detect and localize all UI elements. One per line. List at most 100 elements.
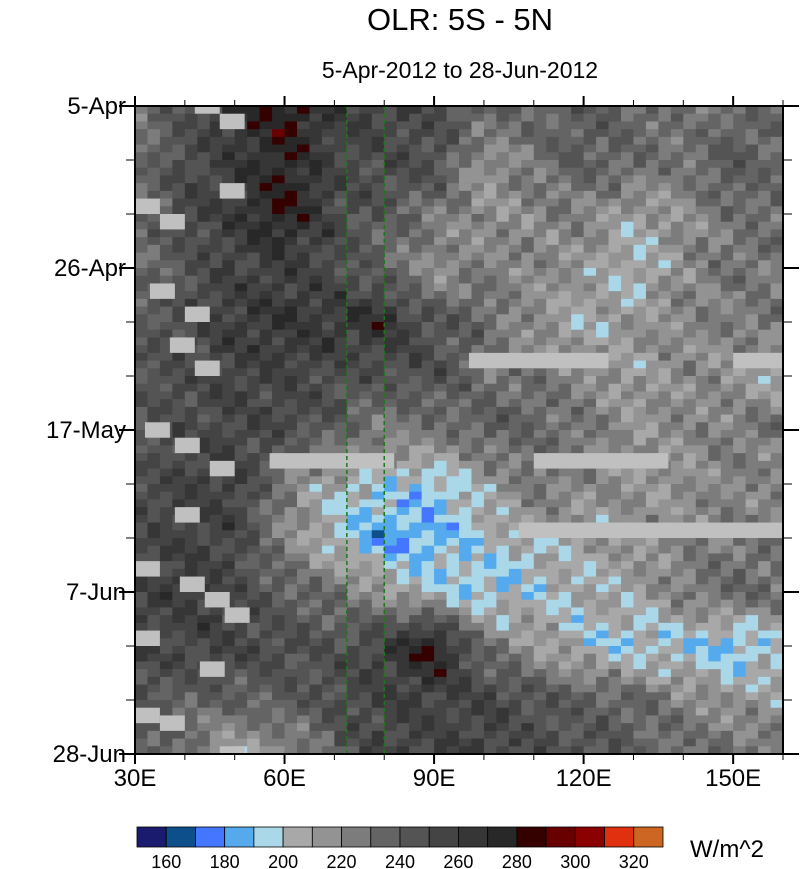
- heatmap-cell: [608, 129, 622, 138]
- heatmap-cell: [396, 599, 410, 609]
- heatmap-cell: [496, 638, 510, 647]
- heatmap-cell: [259, 268, 273, 277]
- heatmap-cell: [321, 476, 335, 485]
- missing-data-block: [159, 214, 185, 230]
- heatmap-cell: [571, 646, 585, 655]
- heatmap-cell: [745, 406, 759, 416]
- heatmap-cell: [670, 383, 684, 393]
- heatmap-cell: [297, 746, 311, 755]
- heatmap-cell: [508, 291, 522, 300]
- heatmap-cell: [508, 468, 522, 477]
- heatmap-cell: [446, 152, 460, 161]
- heatmap-cell: [533, 584, 547, 593]
- heatmap-cell: [321, 337, 335, 346]
- heatmap-cell: [135, 345, 149, 354]
- heatmap-cell: [720, 129, 734, 138]
- heatmap-cell: [758, 237, 772, 246]
- heatmap-cell: [346, 268, 360, 277]
- heatmap-cell: [508, 298, 522, 308]
- heatmap-cell: [309, 252, 323, 261]
- heatmap-cell: [409, 599, 423, 609]
- colorbar-label: 280: [502, 852, 532, 869]
- heatmap-cell: [197, 337, 211, 346]
- heatmap-cell: [321, 352, 335, 362]
- heatmap-cell: [409, 561, 423, 570]
- heatmap-cell: [135, 221, 149, 231]
- heatmap-cell: [409, 445, 423, 454]
- heatmap-cell: [421, 584, 435, 593]
- heatmap-cell: [446, 545, 460, 555]
- heatmap-cell: [222, 484, 236, 493]
- heatmap-cell: [346, 653, 360, 663]
- heatmap-cell: [384, 376, 398, 385]
- heatmap-cell: [496, 129, 510, 138]
- heatmap-cell: [346, 206, 360, 215]
- heatmap-cell: [496, 306, 510, 315]
- heatmap-cell: [733, 730, 747, 740]
- heatmap-cell: [197, 522, 211, 531]
- heatmap-cell: [658, 175, 672, 184]
- heatmap-cell: [720, 491, 734, 501]
- heatmap-cell: [159, 306, 173, 315]
- heatmap-cell: [508, 653, 522, 663]
- heatmap-cell: [272, 437, 286, 447]
- heatmap-cell: [197, 738, 211, 747]
- heatmap-cell: [396, 607, 410, 616]
- heatmap-cell: [247, 715, 261, 724]
- heatmap-cell: [434, 175, 448, 184]
- heatmap-cell: [272, 661, 286, 670]
- heatmap-cell: [421, 291, 435, 300]
- heatmap-cell: [521, 129, 535, 138]
- heatmap-cell: [309, 399, 323, 408]
- heatmap-cell: [558, 638, 572, 647]
- heatmap-cell: [471, 345, 485, 354]
- heatmap-cell: [521, 653, 535, 663]
- heatmap-cell: [222, 715, 236, 724]
- heatmap-cell: [409, 376, 423, 385]
- heatmap-cell: [209, 676, 223, 686]
- heatmap-cell: [396, 684, 410, 693]
- heatmap-cell: [670, 653, 684, 663]
- heatmap-cell: [222, 638, 236, 647]
- heatmap-cell: [770, 592, 784, 601]
- heatmap-cell: [321, 538, 335, 547]
- heatmap-cell: [621, 190, 635, 200]
- heatmap-cell: [571, 445, 585, 454]
- heatmap-cell: [284, 669, 298, 678]
- heatmap-cell: [272, 700, 286, 709]
- heatmap-cell: [683, 584, 697, 593]
- heatmap-cell: [633, 707, 647, 717]
- heatmap-cell: [459, 376, 473, 385]
- heatmap-cell: [459, 669, 473, 678]
- heatmap-cell: [446, 599, 460, 609]
- heatmap-cell: [346, 545, 360, 555]
- heatmap-cell: [658, 592, 672, 601]
- heatmap-cell: [147, 684, 161, 693]
- heatmap-cell: [172, 383, 186, 393]
- heatmap-cell: [508, 437, 522, 447]
- heatmap-cell: [496, 329, 510, 339]
- heatmap-cell: [321, 106, 335, 115]
- heatmap-cell: [670, 183, 684, 192]
- heatmap-cell: [309, 592, 323, 601]
- heatmap-cell: [147, 406, 161, 416]
- heatmap-cell: [409, 152, 423, 161]
- heatmap-cell: [197, 129, 211, 138]
- heatmap-cell: [695, 167, 709, 177]
- heatmap-cell: [708, 545, 722, 555]
- heatmap-cell: [683, 430, 697, 439]
- heatmap-cell: [359, 669, 373, 678]
- heatmap-cell: [683, 576, 697, 585]
- heatmap-cell: [409, 730, 423, 740]
- heatmap-cell: [172, 252, 186, 261]
- heatmap-cell: [670, 468, 684, 477]
- heatmap-cell: [259, 638, 273, 647]
- heatmap-cell: [159, 568, 173, 578]
- heatmap-cell: [658, 345, 672, 354]
- heatmap-cell: [135, 113, 149, 123]
- heatmap-cell: [758, 306, 772, 315]
- heatmap-cell: [446, 345, 460, 354]
- heatmap-cell: [334, 476, 348, 485]
- heatmap-cell: [172, 615, 186, 624]
- heatmap-cell: [309, 314, 323, 323]
